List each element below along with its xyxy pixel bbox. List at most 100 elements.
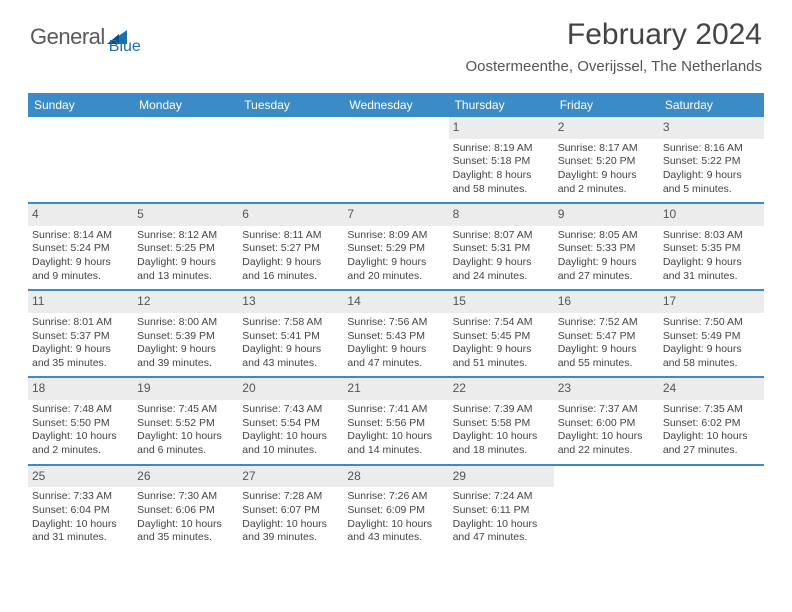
daylight-line-1: Daylight: 9 hours bbox=[663, 256, 760, 270]
sunrise-line: Sunrise: 8:17 AM bbox=[558, 142, 655, 156]
daylight-line-2: and 35 minutes. bbox=[137, 531, 234, 545]
daylight-line-1: Daylight: 10 hours bbox=[242, 518, 339, 532]
sunrise-line: Sunrise: 8:07 AM bbox=[453, 229, 550, 243]
day-number: 5 bbox=[133, 204, 238, 226]
day-cell: 21Sunrise: 7:41 AMSunset: 5:56 PMDayligh… bbox=[343, 378, 448, 463]
sunset-line: Sunset: 5:18 PM bbox=[453, 155, 550, 169]
day-number: 26 bbox=[133, 466, 238, 488]
day-cell: 20Sunrise: 7:43 AMSunset: 5:54 PMDayligh… bbox=[238, 378, 343, 463]
brand-logo: General Blue bbox=[30, 18, 141, 56]
day-cell: . bbox=[659, 466, 764, 552]
sunset-line: Sunset: 6:04 PM bbox=[32, 504, 129, 518]
day-number: 29 bbox=[449, 466, 554, 488]
sunrise-line: Sunrise: 7:33 AM bbox=[32, 490, 129, 504]
daylight-line-1: Daylight: 9 hours bbox=[32, 256, 129, 270]
day-cell: 23Sunrise: 7:37 AMSunset: 6:00 PMDayligh… bbox=[554, 378, 659, 463]
day-number: 1 bbox=[449, 117, 554, 139]
sunset-line: Sunset: 5:39 PM bbox=[137, 330, 234, 344]
sunrise-line: Sunrise: 8:05 AM bbox=[558, 229, 655, 243]
daylight-line-1: Daylight: 10 hours bbox=[453, 518, 550, 532]
day-number: 18 bbox=[28, 378, 133, 400]
daylight-line-2: and 27 minutes. bbox=[558, 270, 655, 284]
daylight-line-2: and 58 minutes. bbox=[453, 183, 550, 197]
week-row: 11Sunrise: 8:01 AMSunset: 5:37 PMDayligh… bbox=[28, 291, 764, 378]
daylight-line-2: and 39 minutes. bbox=[137, 357, 234, 371]
sunset-line: Sunset: 6:02 PM bbox=[663, 417, 760, 431]
weekday-label: Thursday bbox=[449, 93, 554, 117]
day-cell: 17Sunrise: 7:50 AMSunset: 5:49 PMDayligh… bbox=[659, 291, 764, 376]
sunset-line: Sunset: 5:31 PM bbox=[453, 242, 550, 256]
daylight-line-2: and 47 minutes. bbox=[347, 357, 444, 371]
day-number: 3 bbox=[659, 117, 764, 139]
sunset-line: Sunset: 5:56 PM bbox=[347, 417, 444, 431]
day-number: 16 bbox=[554, 291, 659, 313]
daylight-line-2: and 10 minutes. bbox=[242, 444, 339, 458]
daylight-line-2: and 18 minutes. bbox=[453, 444, 550, 458]
sunset-line: Sunset: 5:24 PM bbox=[32, 242, 129, 256]
daylight-line-2: and 43 minutes. bbox=[242, 357, 339, 371]
day-cell: 14Sunrise: 7:56 AMSunset: 5:43 PMDayligh… bbox=[343, 291, 448, 376]
daylight-line-1: Daylight: 10 hours bbox=[137, 430, 234, 444]
day-number: 8 bbox=[449, 204, 554, 226]
daylight-line-2: and 6 minutes. bbox=[137, 444, 234, 458]
daylight-line-2: and 2 minutes. bbox=[558, 183, 655, 197]
daylight-line-2: and 13 minutes. bbox=[137, 270, 234, 284]
day-number: 2 bbox=[554, 117, 659, 139]
daylight-line-1: Daylight: 9 hours bbox=[558, 169, 655, 183]
day-cell: . bbox=[343, 117, 448, 202]
daylight-line-1: Daylight: 9 hours bbox=[347, 343, 444, 357]
day-cell: 2 Sunrise: 8:17 AMSunset: 5:20 PMDaylight… bbox=[554, 117, 659, 202]
daylight-line-1: Daylight: 10 hours bbox=[242, 430, 339, 444]
daylight-line-2: and 22 minutes. bbox=[558, 444, 655, 458]
daylight-line-1: Daylight: 9 hours bbox=[453, 343, 550, 357]
sunrise-line: Sunrise: 8:00 AM bbox=[137, 316, 234, 330]
sunset-line: Sunset: 6:09 PM bbox=[347, 504, 444, 518]
day-cell: 22Sunrise: 7:39 AMSunset: 5:58 PMDayligh… bbox=[449, 378, 554, 463]
day-number: 9 bbox=[554, 204, 659, 226]
sunset-line: Sunset: 5:52 PM bbox=[137, 417, 234, 431]
sunset-line: Sunset: 5:54 PM bbox=[242, 417, 339, 431]
sunset-line: Sunset: 6:06 PM bbox=[137, 504, 234, 518]
sunrise-line: Sunrise: 7:50 AM bbox=[663, 316, 760, 330]
sunrise-line: Sunrise: 8:12 AM bbox=[137, 229, 234, 243]
day-number: 22 bbox=[449, 378, 554, 400]
daylight-line-2: and 16 minutes. bbox=[242, 270, 339, 284]
sunrise-line: Sunrise: 7:24 AM bbox=[453, 490, 550, 504]
sunrise-line: Sunrise: 7:45 AM bbox=[137, 403, 234, 417]
sunset-line: Sunset: 5:33 PM bbox=[558, 242, 655, 256]
day-number: 17 bbox=[659, 291, 764, 313]
sunset-line: Sunset: 6:11 PM bbox=[453, 504, 550, 518]
day-cell: 25Sunrise: 7:33 AMSunset: 6:04 PMDayligh… bbox=[28, 466, 133, 552]
day-cell: 27Sunrise: 7:28 AMSunset: 6:07 PMDayligh… bbox=[238, 466, 343, 552]
day-number: 20 bbox=[238, 378, 343, 400]
sunset-line: Sunset: 5:41 PM bbox=[242, 330, 339, 344]
day-number: 23 bbox=[554, 378, 659, 400]
daylight-line-1: Daylight: 9 hours bbox=[242, 256, 339, 270]
page-title: February 2024 bbox=[465, 18, 762, 52]
day-cell: 13Sunrise: 7:58 AMSunset: 5:41 PMDayligh… bbox=[238, 291, 343, 376]
sunrise-line: Sunrise: 8:14 AM bbox=[32, 229, 129, 243]
sunset-line: Sunset: 5:20 PM bbox=[558, 155, 655, 169]
sunrise-line: Sunrise: 8:09 AM bbox=[347, 229, 444, 243]
sunrise-line: Sunrise: 7:41 AM bbox=[347, 403, 444, 417]
sunset-line: Sunset: 5:22 PM bbox=[663, 155, 760, 169]
sunrise-line: Sunrise: 7:39 AM bbox=[453, 403, 550, 417]
sunrise-line: Sunrise: 7:30 AM bbox=[137, 490, 234, 504]
day-cell: . bbox=[133, 117, 238, 202]
day-cell: . bbox=[238, 117, 343, 202]
day-cell: 9Sunrise: 8:05 AMSunset: 5:33 PMDaylight… bbox=[554, 204, 659, 289]
day-cell: 19Sunrise: 7:45 AMSunset: 5:52 PMDayligh… bbox=[133, 378, 238, 463]
sunrise-line: Sunrise: 7:26 AM bbox=[347, 490, 444, 504]
day-number: 4 bbox=[28, 204, 133, 226]
daylight-line-2: and 51 minutes. bbox=[453, 357, 550, 371]
week-row: ....1Sunrise: 8:19 AMSunset: 5:18 PMDayl… bbox=[28, 117, 764, 204]
week-row: 4Sunrise: 8:14 AMSunset: 5:24 PMDaylight… bbox=[28, 204, 764, 291]
daylight-line-1: Daylight: 9 hours bbox=[347, 256, 444, 270]
sunset-line: Sunset: 6:07 PM bbox=[242, 504, 339, 518]
weekday-label: Friday bbox=[554, 93, 659, 117]
daylight-line-2: and 58 minutes. bbox=[663, 357, 760, 371]
day-number: 11 bbox=[28, 291, 133, 313]
sunrise-line: Sunrise: 8:03 AM bbox=[663, 229, 760, 243]
weekday-label: Saturday bbox=[659, 93, 764, 117]
day-cell: 4 Sunrise: 8:14 AMSunset: 5:24 PMDaylight… bbox=[28, 204, 133, 289]
